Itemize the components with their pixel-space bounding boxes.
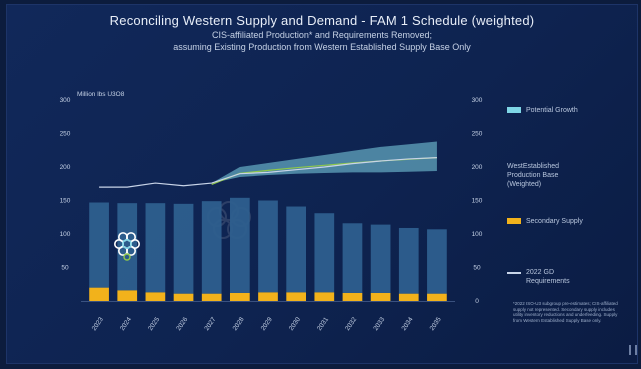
- y-tick-label-right: 150: [472, 198, 483, 205]
- y-tick-label-left: 100: [60, 231, 71, 238]
- x-tick-label: 2035: [429, 316, 443, 332]
- chart-subtitle-line-1: CIS-affiliated Production* and Requireme…: [212, 30, 432, 40]
- legend-potential-growth: Potential Growth: [507, 106, 578, 115]
- x-tick-label: 2033: [372, 316, 386, 332]
- bar-established-base: [145, 203, 166, 293]
- bar-secondary-supply: [258, 292, 278, 301]
- bar-established-base: [258, 200, 278, 293]
- chart-slide: Reconciling Western Supply and Demand - …: [6, 4, 638, 364]
- x-tick-label: 2024: [119, 316, 133, 332]
- bar-established-base: [89, 202, 109, 288]
- bar-secondary-supply: [173, 293, 194, 301]
- y-tick-label-left: 300: [60, 97, 71, 104]
- logo-accent-circle: [123, 253, 131, 261]
- bar-established-base: [201, 201, 222, 294]
- logo-center-circle: [122, 239, 133, 250]
- x-tick-label: 2034: [401, 316, 415, 332]
- bar-secondary-supply: [427, 293, 447, 301]
- bar-secondary-supply: [89, 287, 109, 301]
- bar-established-base: [342, 223, 363, 293]
- y-tick-label-left: 250: [60, 131, 71, 138]
- y-tick-label-left: 200: [60, 164, 71, 171]
- x-tick-label: 2025: [147, 316, 161, 332]
- requirements-line: [99, 157, 437, 188]
- footnote: *2022 ISO-U3 subgroup pre-estimates; CIS…: [513, 301, 618, 323]
- bar-established-base: [229, 197, 250, 293]
- legend-swatch-secondary: [507, 218, 521, 224]
- y-tick-label-right: 100: [472, 231, 483, 238]
- bar-established-base: [286, 206, 307, 293]
- chart-plot: Million lbs U3O8 0 50 50 100 100 150 150 200 200 2…: [60, 91, 483, 332]
- bar-secondary-supply: [398, 293, 419, 301]
- legend-secondary-supply: Secondary Supply: [507, 217, 583, 226]
- legend-established-base: WestEstablished Production Base (Weighte…: [507, 162, 559, 189]
- y-tick-label-left: 50: [61, 265, 69, 272]
- legend-label-requirements: 2022 GD Requirements: [526, 269, 570, 285]
- x-tick-label: 2028: [232, 316, 246, 332]
- x-tick-label: 2023: [91, 316, 105, 332]
- legend-swatch-potential: [507, 107, 521, 113]
- cluster-logo-icon: [114, 232, 141, 261]
- x-tick-label: 2032: [344, 316, 358, 332]
- y-axis-label: Million lbs U3O8: [77, 91, 125, 98]
- x-tick-label: 2027: [203, 316, 217, 332]
- y-tick-label-right: 200: [472, 164, 483, 171]
- bar-secondary-supply: [229, 292, 250, 301]
- potential-growth-band: [211, 141, 437, 184]
- y-tick-label-left: 150: [60, 198, 71, 205]
- chart-title: Reconciling Western Supply and Demand - …: [109, 13, 535, 28]
- corner-icon: [629, 345, 637, 355]
- legend-requirements: 2022 GD Requirements: [507, 268, 570, 286]
- x-tick-label: 2031: [316, 316, 330, 332]
- legend-swatch-requirements: [507, 272, 521, 274]
- x-tick-label: 2030: [288, 316, 302, 332]
- bar-secondary-supply: [201, 293, 222, 301]
- bar-established-base: [370, 224, 391, 293]
- y-tick-label-right: 0: [475, 298, 479, 305]
- bar-secondary-supply: [117, 290, 138, 301]
- bar-secondary-supply: [314, 292, 335, 301]
- bar-secondary-supply: [286, 292, 307, 301]
- bar-secondary-supply: [342, 292, 363, 301]
- legend-label-secondary: Secondary Supply: [526, 218, 583, 225]
- legend-label-potential: Potential Growth: [526, 107, 578, 114]
- y-tick-label-right: 50: [473, 265, 481, 272]
- bar-secondary-supply: [370, 292, 391, 301]
- x-tick-label: 2026: [175, 316, 189, 332]
- legend-label-established: WestEstablished Production Base (Weighte…: [507, 163, 560, 188]
- bar-established-base: [398, 227, 419, 294]
- bar-established-base: [117, 203, 138, 291]
- y-tick-label-right: 300: [472, 97, 483, 104]
- bar-established-base: [173, 203, 194, 294]
- bar-established-base: [314, 213, 335, 293]
- y-tick-label-right: 250: [472, 131, 483, 138]
- bar-established-base: [427, 229, 447, 294]
- chart-subtitle-line-2: assuming Existing Production from Wester…: [173, 42, 471, 52]
- x-tick-label: 2029: [260, 316, 274, 332]
- bar-secondary-supply: [145, 292, 166, 301]
